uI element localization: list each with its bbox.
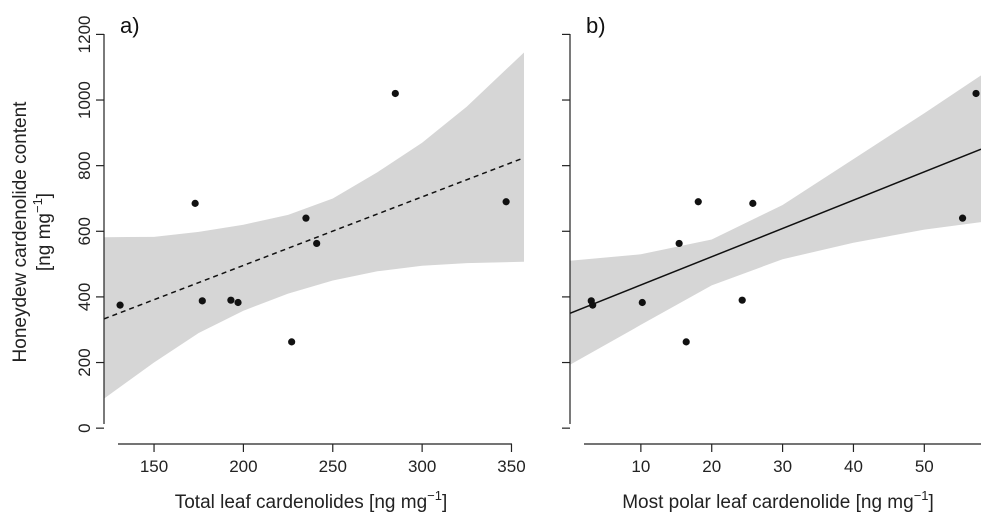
- data-point: [198, 297, 206, 305]
- x-axis-title-text: Total leaf cardenolides [ng mg: [175, 492, 427, 513]
- plot-area: [570, 75, 981, 365]
- y-tick-label: 1200: [75, 15, 94, 53]
- x-tick-label: 300: [408, 457, 436, 476]
- x-tick-label: 20: [702, 457, 721, 476]
- x-axis-title: Total leaf cardenolides [ng mg−1]: [175, 488, 448, 513]
- y-axis-title-sup: −1: [30, 198, 45, 213]
- x-tick-label: 10: [631, 457, 650, 476]
- y-axis-title-end: ]: [34, 193, 55, 198]
- panel-label: a): [120, 13, 140, 38]
- x-tick-label: 350: [497, 457, 525, 476]
- data-point: [191, 199, 199, 207]
- data-point: [749, 199, 757, 207]
- regression-line: [104, 157, 524, 320]
- data-point: [675, 239, 683, 248]
- y-tick-label: 1000: [75, 81, 94, 119]
- data-point: [302, 214, 310, 222]
- data-point: [972, 89, 980, 98]
- x-tick-label: 40: [844, 457, 863, 476]
- data-point: [682, 338, 690, 346]
- y-tick-label: 600: [75, 217, 94, 245]
- data-point: [738, 296, 746, 304]
- regression-line: [570, 148, 981, 315]
- y-axis-title-line2: [ng mg−1]: [30, 193, 55, 271]
- panel-a: 0 200 400 600 800 1000 1200 150 200 250 300 350 Tota…: [75, 13, 526, 513]
- data-point: [227, 296, 235, 304]
- data-point: [589, 301, 597, 309]
- panel-label: b): [586, 13, 606, 38]
- confidence-band: [570, 75, 981, 365]
- x-tick-label: 150: [140, 457, 168, 476]
- y-tick-label: 400: [75, 283, 94, 311]
- x-tick-label: 30: [773, 457, 792, 476]
- y-axis-title: Honeydew cardenolide content [ng mg−1]: [10, 101, 55, 363]
- data-point: [694, 198, 702, 206]
- data-point: [234, 298, 242, 307]
- data-point: [391, 89, 399, 98]
- data-point: [502, 198, 510, 206]
- x-axis-title-end: ]: [442, 492, 447, 513]
- x-axis-title-sup: −1: [914, 488, 929, 503]
- x-axis-title-end: ]: [929, 492, 934, 513]
- data-point: [288, 338, 296, 346]
- y-axis-title-unit: [ng mg: [34, 213, 55, 271]
- data-point: [638, 298, 646, 307]
- x-axis-title-text: Most polar leaf cardenolide [ng mg: [622, 492, 914, 513]
- y-axis-title-line1: Honeydew cardenolide content: [10, 101, 31, 363]
- x-tick-label: 200: [229, 457, 257, 476]
- y-tick-label: 0: [75, 423, 94, 432]
- data-point: [958, 214, 967, 222]
- y-tick-label: 200: [75, 348, 94, 376]
- data-point: [116, 301, 124, 309]
- plot-area: [104, 52, 524, 399]
- x-axis-title-sup: −1: [427, 488, 442, 503]
- x-axis-title: Most polar leaf cardenolide [ng mg−1]: [622, 488, 934, 513]
- confidence-band: [104, 52, 524, 399]
- data-point: [313, 239, 321, 248]
- x-tick-label: 250: [319, 457, 347, 476]
- y-tick-label: 800: [75, 151, 94, 179]
- x-tick-label: 50: [915, 457, 934, 476]
